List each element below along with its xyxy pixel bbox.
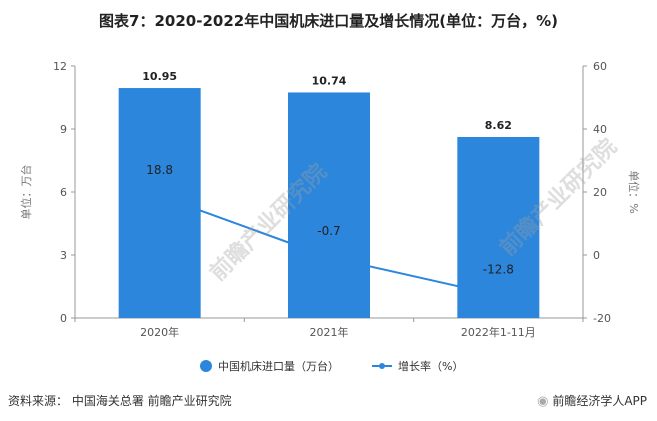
growth-point xyxy=(326,254,332,261)
growth-point xyxy=(495,292,502,299)
y-tick-label-left: 6 xyxy=(60,186,67,199)
bar-value-label: 10.95 xyxy=(142,70,177,83)
legend-line-point xyxy=(379,363,385,369)
x-tick-label: 2022年1-11月 xyxy=(461,325,536,339)
growth-value-label: -12.8 xyxy=(483,262,514,276)
bar xyxy=(288,92,370,319)
growth-value-label: -0.7 xyxy=(317,224,340,238)
y-tick-label-left: 12 xyxy=(53,60,67,73)
legend-bar-marker xyxy=(200,360,212,372)
source-note: 资料来源： 中国海关总署 前瞻产业研究院 xyxy=(8,394,232,408)
y-tick-label-right: 0 xyxy=(593,249,600,262)
y-tick-label-right: 20 xyxy=(593,186,607,199)
bar-value-label: 10.74 xyxy=(312,74,347,87)
y-axis-label-right: 单位：% xyxy=(627,170,641,213)
growth-value-label: 18.8 xyxy=(146,163,173,177)
y-axis-label-left: 单位：万台 xyxy=(19,165,33,220)
brand-text: 前瞻经济学人APP xyxy=(552,394,647,408)
y-tick-label-right: 60 xyxy=(593,60,607,73)
chart-title: 图表7：2020-2022年中国机床进口量及增长情况(单位：万台，%) xyxy=(99,12,558,30)
x-tick-label: 2021年 xyxy=(310,325,349,339)
x-tick-label: 2020年 xyxy=(140,325,179,339)
y-tick-label-right: 40 xyxy=(593,123,607,136)
y-tick-label-left: 0 xyxy=(60,312,67,325)
bar-value-label: 8.62 xyxy=(485,119,512,132)
y-tick-label-left: 9 xyxy=(60,123,67,136)
y-tick-label-right: -20 xyxy=(593,312,611,325)
bar xyxy=(457,136,540,318)
bar xyxy=(118,88,201,318)
legend-bar-label: 中国机床进口量（万台） xyxy=(218,359,339,373)
brand-icon: ◉ xyxy=(537,394,549,409)
legend-line-label: 增长率（%） xyxy=(398,359,463,373)
brand-label: ◉ 前瞻经济学人APP xyxy=(537,392,647,409)
growth-point xyxy=(156,192,163,199)
y-tick-label-left: 3 xyxy=(60,249,67,262)
